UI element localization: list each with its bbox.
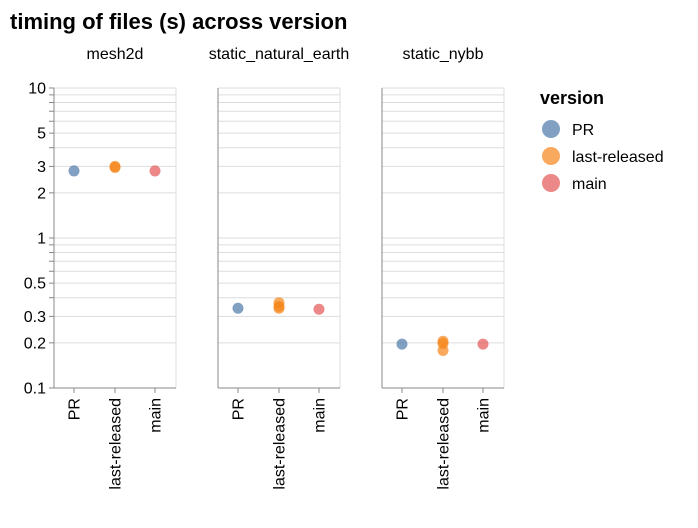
data-point <box>232 302 244 314</box>
facet-title: mesh2d <box>87 46 144 63</box>
facet-title: static_nybb <box>403 46 484 63</box>
data-point <box>68 165 80 177</box>
data-point <box>109 162 121 174</box>
data-point <box>313 303 325 315</box>
y-tick-label: 0.5 <box>24 276 46 293</box>
data-point <box>149 165 161 177</box>
data-point <box>437 344 449 356</box>
x-tick-label: last-released <box>436 398 453 490</box>
legend-title: version <box>540 88 604 108</box>
data-point <box>396 338 408 350</box>
facet-static_nybb: static_nybb PR last-released main <box>381 46 505 490</box>
x-tick-label: main <box>148 398 165 433</box>
legend-label: PR <box>572 122 594 139</box>
facet-title: static_natural_earth <box>209 46 350 63</box>
legend-label: last-released <box>572 149 664 166</box>
legend-swatch <box>542 120 560 138</box>
x-tick-label: last-released <box>272 398 289 490</box>
y-tick-label: 10 <box>28 81 46 98</box>
y-tick-label: 1 <box>37 231 46 248</box>
x-tick-label: PR <box>67 398 84 420</box>
y-tick-label: 0.2 <box>24 335 46 352</box>
legend-swatch <box>542 174 560 192</box>
legend-label: main <box>572 176 607 193</box>
x-tick-label: PR <box>395 398 412 420</box>
y-tick-label: 3 <box>37 159 46 176</box>
y-tick-label: 2 <box>37 185 46 202</box>
legend-swatch <box>542 147 560 165</box>
facets: mesh2d 0.1 0.2 0.3 0.5 1 2 3 5 10 PR last-released m… <box>24 46 505 490</box>
facet-static_natural_earth: static_natural_earth PR last-released main <box>209 46 350 490</box>
x-tick-label: PR <box>231 398 248 420</box>
legend: version PR last-released main <box>540 88 664 193</box>
data-point <box>477 338 489 350</box>
x-tick-label: main <box>312 398 329 433</box>
chart-title: timing of files (s) across version <box>10 9 347 34</box>
y-tick-label: 0.1 <box>24 381 46 398</box>
y-tick-label: 5 <box>37 126 46 143</box>
x-tick-label: last-released <box>108 398 125 490</box>
y-tick-label: 0.3 <box>24 309 46 326</box>
facet-mesh2d: mesh2d 0.1 0.2 0.3 0.5 1 2 3 5 10 PR last-released m… <box>24 46 177 490</box>
data-point <box>273 302 285 314</box>
x-tick-label: main <box>476 398 493 433</box>
